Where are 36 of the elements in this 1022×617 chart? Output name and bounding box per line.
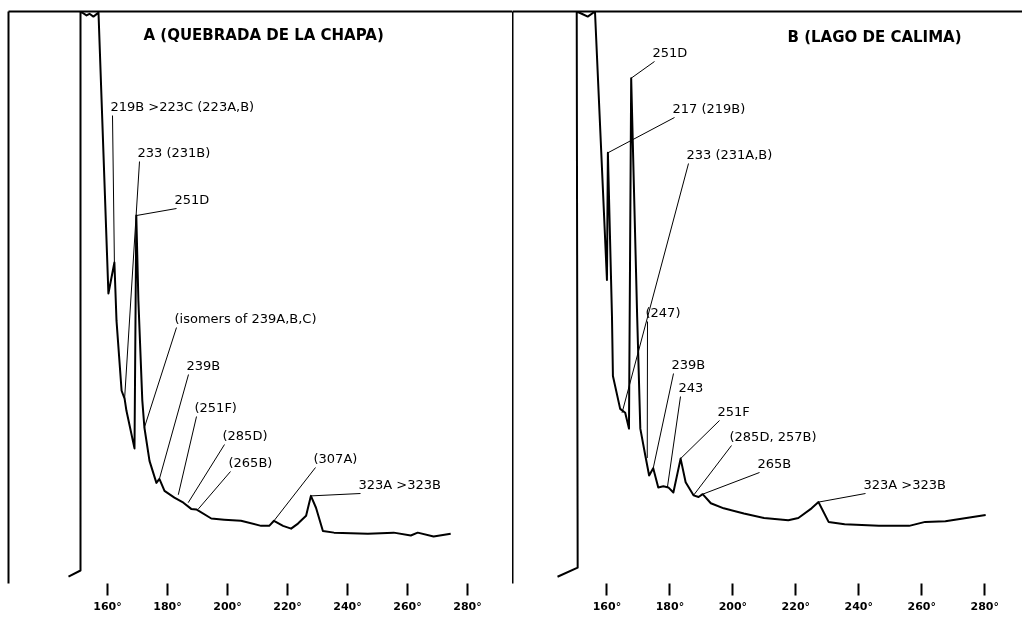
annotation: 323A >323B: [863, 477, 946, 492]
x-tick-label: 200°: [213, 599, 242, 613]
annotation: (307A): [313, 451, 358, 466]
x-tick-label: 160°: [93, 599, 122, 613]
x-tick-label: 160°: [592, 599, 622, 613]
annotation: 217 (219B): [672, 101, 746, 116]
annotation: 323A >323B: [358, 477, 441, 492]
annotation: 239B: [671, 357, 706, 372]
x-tick-label: 240°: [333, 599, 362, 613]
annotation: (285D, 257B): [729, 429, 817, 444]
annotation: (285D): [222, 428, 268, 443]
x-tick-label: 220°: [781, 599, 811, 613]
annotation: 233 (231B): [137, 145, 211, 160]
text: B (LAGO DE CALIMA): [787, 27, 962, 46]
annotation: 239B: [186, 358, 221, 373]
x-tick-label: 260°: [907, 599, 936, 613]
x-tick-label: 280°: [453, 599, 482, 613]
annotation: 251F: [717, 404, 750, 419]
x-tick-label: 180°: [655, 599, 685, 613]
x-tick-label: 180°: [153, 599, 182, 613]
annotation: 265B: [757, 456, 792, 471]
x-tick-label: 240°: [844, 599, 874, 613]
x-tick-label: 280°: [970, 599, 999, 613]
x-tick-label: 200°: [718, 599, 748, 613]
text: A (QUEBRADA DE LA CHAPA): [143, 25, 384, 44]
annotation: (251F): [194, 400, 237, 415]
annotation: 243: [678, 380, 704, 395]
annotation: 251D: [652, 45, 688, 60]
annotation: 219B >223C (223A,B): [110, 99, 255, 114]
x-tick-label: 260°: [393, 599, 422, 613]
annotation: 251D: [174, 192, 210, 207]
annotation: (isomers of 239A,B,C): [174, 311, 317, 326]
annotation: (265B): [228, 455, 273, 470]
annotation: 233 (231A,B): [686, 147, 773, 162]
annotation: (247): [645, 305, 681, 320]
x-tick-label: 220°: [273, 599, 302, 613]
